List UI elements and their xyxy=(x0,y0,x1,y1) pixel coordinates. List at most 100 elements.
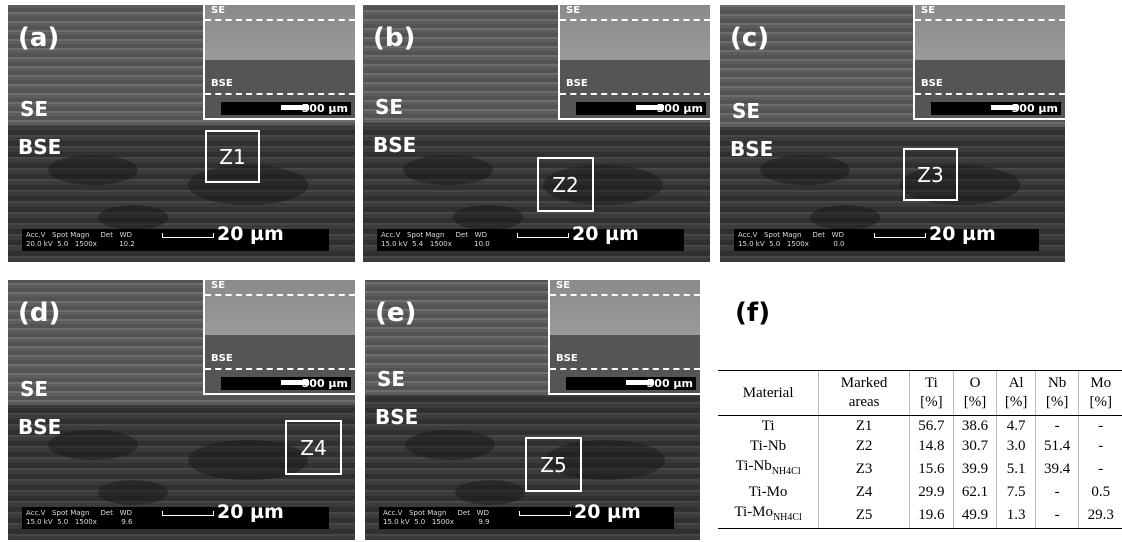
dash-line xyxy=(205,19,355,21)
panel-label: (d) xyxy=(18,298,60,328)
texture xyxy=(403,155,493,185)
bse-label: BSE xyxy=(730,137,773,161)
texture xyxy=(98,205,168,230)
scale-label: 20 µm xyxy=(217,508,284,517)
t: SE xyxy=(566,5,580,16)
table-cell: 19.6 xyxy=(910,502,954,529)
header-name: Marked areas xyxy=(834,374,894,412)
inset-scale: 500 µm xyxy=(576,102,706,115)
table-cell: - xyxy=(1079,416,1122,437)
se-label: SE xyxy=(20,377,48,401)
material-subscript: NH4Cl xyxy=(773,512,802,523)
inset-scale: 500 µm xyxy=(221,377,351,390)
scale-bar xyxy=(626,380,654,385)
texture xyxy=(810,205,880,230)
scale-bar xyxy=(636,105,664,110)
header-unit: [%] xyxy=(1081,393,1120,412)
header-unit: [%] xyxy=(956,393,995,412)
header-row: MaterialMarked areasTi[%]O[%]Al[%]Nb[%]M… xyxy=(718,371,1122,416)
texture xyxy=(48,155,138,185)
column-header: Marked areas xyxy=(819,371,910,416)
panel-label: (e) xyxy=(375,298,416,328)
t: BSE xyxy=(566,78,588,89)
scale-bar xyxy=(162,511,214,516)
table-cell: 7.5 xyxy=(997,482,1035,502)
table-cell: 29.9 xyxy=(910,482,954,502)
t: SE xyxy=(921,5,935,16)
zone-box: Z1 xyxy=(205,130,260,183)
se-label: SE xyxy=(377,367,405,391)
inset-se xyxy=(205,280,355,335)
inset-scale: 500 µm xyxy=(566,377,696,390)
dash-line xyxy=(205,93,355,95)
material-name: Ti-Nb xyxy=(750,438,786,454)
column-header: Al[%] xyxy=(997,371,1035,416)
header-name: Material xyxy=(720,384,816,403)
inset-image: SEBSE500 µm xyxy=(548,280,700,395)
t: BSE xyxy=(921,78,943,89)
inset-se xyxy=(915,5,1065,60)
material-name: Ti-Nb xyxy=(736,458,772,474)
scale-label: 20 µm xyxy=(574,508,641,517)
bse-label: BSE xyxy=(18,415,61,439)
t: BSE xyxy=(211,78,233,89)
table-cell: 56.7 xyxy=(910,416,954,437)
panel-label: (a) xyxy=(18,23,59,53)
texture xyxy=(98,480,168,505)
texture xyxy=(453,205,523,230)
table-row: Ti-MoNH4ClZ519.649.91.3-29.3 xyxy=(718,502,1122,529)
table-cell: Z3 xyxy=(819,456,910,482)
texture xyxy=(48,430,138,460)
table-cell: - xyxy=(1035,502,1079,529)
header-name: Ti xyxy=(912,374,951,393)
material-name: Ti-Mo xyxy=(734,504,773,520)
material-cell: Ti-Mo xyxy=(718,482,819,502)
table-cell: 39.4 xyxy=(1035,456,1079,482)
dash-line xyxy=(560,19,710,21)
t: BSE xyxy=(211,353,233,364)
sem-image: (b)SEBSEZ2Acc.V Spot Magn Det WD15.0 kV … xyxy=(363,5,710,262)
t: SE xyxy=(211,280,225,291)
texture xyxy=(455,480,525,505)
table-cell: Z4 xyxy=(819,482,910,502)
texture xyxy=(760,155,850,185)
table-cell: 15.6 xyxy=(910,456,954,482)
dash-line xyxy=(915,93,1065,95)
header-name: Nb xyxy=(1038,374,1077,393)
zone-box: Z4 xyxy=(285,420,342,475)
inset-se xyxy=(560,5,710,60)
column-header: Ti[%] xyxy=(910,371,954,416)
table-cell: 49.9 xyxy=(953,502,997,529)
table-cell: Z2 xyxy=(819,436,910,456)
info-bar: Acc.V Spot Magn Det WD15.0 kV 5.4 1500x … xyxy=(377,229,684,251)
scale-bar xyxy=(519,511,571,516)
scale-label: 20 µm xyxy=(929,230,996,239)
zone-box: Z5 xyxy=(525,437,582,492)
material-name: Ti-Mo xyxy=(749,484,788,500)
column-header: Material xyxy=(718,371,819,416)
header-name: Al xyxy=(999,374,1032,393)
dash-line xyxy=(550,368,700,370)
figure: (f) MaterialMarked areasTi[%]O[%]Al[%]Nb… xyxy=(0,0,1122,542)
inset-image: SE BSE 500 µm xyxy=(558,5,710,120)
table-cell: 0.5 xyxy=(1079,482,1122,502)
t: SE xyxy=(211,5,225,16)
sem-image: (d) SE BSE Z4 Acc.V Spot Magn Det WD15.0 kV … xyxy=(8,280,355,540)
table-cell: 3.0 xyxy=(997,436,1035,456)
dash-line xyxy=(550,294,700,296)
table-cell: - xyxy=(1079,436,1122,456)
inset-image: SE BSE 500 µm xyxy=(203,5,355,120)
scale-label: 20 µm xyxy=(217,230,284,239)
t: SE xyxy=(556,280,570,291)
scale-bar xyxy=(517,233,569,238)
material-subscript: NH4Cl xyxy=(772,466,801,477)
table-cell: 38.6 xyxy=(953,416,997,437)
info-bar: Acc.V Spot Magn Det WD15.0 kV 5.0 1500x … xyxy=(379,507,674,529)
table-cell: - xyxy=(1035,482,1079,502)
scale-bar xyxy=(874,233,926,238)
column-header: Mo[%] xyxy=(1079,371,1122,416)
inset-scale: 500 µm xyxy=(221,102,351,115)
